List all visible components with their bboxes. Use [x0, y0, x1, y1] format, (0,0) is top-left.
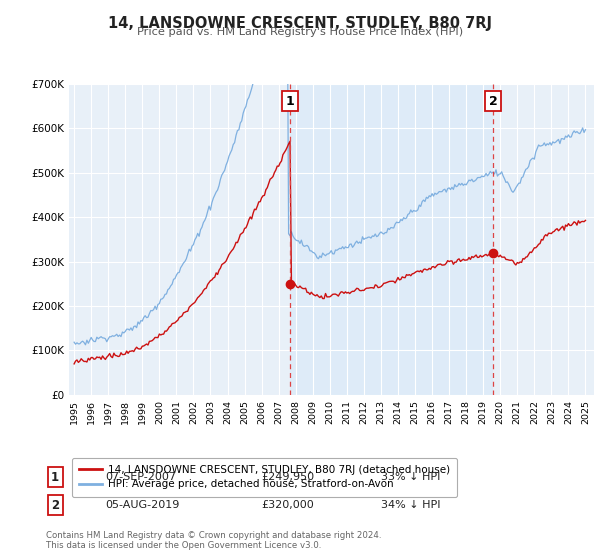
- Text: 1: 1: [286, 95, 295, 108]
- Text: 33% ↓ HPI: 33% ↓ HPI: [381, 472, 440, 482]
- Text: 2: 2: [51, 498, 59, 512]
- Text: £320,000: £320,000: [261, 500, 314, 510]
- Text: 05-AUG-2019: 05-AUG-2019: [105, 500, 179, 510]
- Text: 1: 1: [51, 470, 59, 484]
- Bar: [290, 84, 493, 395]
- Text: Contains HM Land Registry data © Crown copyright and database right 2024.
This d: Contains HM Land Registry data © Crown c…: [46, 531, 382, 550]
- Text: 14, LANSDOWNE CRESCENT, STUDLEY, B80 7RJ: 14, LANSDOWNE CRESCENT, STUDLEY, B80 7RJ: [108, 16, 492, 31]
- Text: Price paid vs. HM Land Registry's House Price Index (HPI): Price paid vs. HM Land Registry's House …: [137, 27, 463, 38]
- Legend: 14, LANSDOWNE CRESCENT, STUDLEY, B80 7RJ (detached house), HPI: Average price, d: 14, LANSDOWNE CRESCENT, STUDLEY, B80 7RJ…: [71, 458, 457, 497]
- Text: £249,950: £249,950: [261, 472, 314, 482]
- Text: 07-SEP-2007: 07-SEP-2007: [105, 472, 176, 482]
- Text: 2: 2: [489, 95, 497, 108]
- Text: 34% ↓ HPI: 34% ↓ HPI: [381, 500, 440, 510]
